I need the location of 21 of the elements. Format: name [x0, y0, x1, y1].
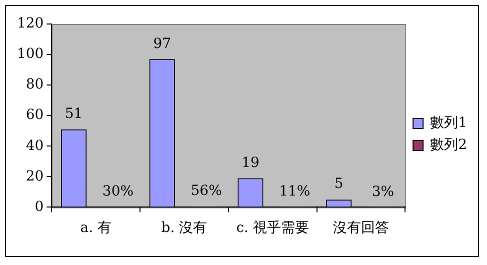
- data-label: 5: [334, 176, 344, 192]
- y-tick-label: 120: [16, 16, 44, 32]
- data-label: 11%: [279, 184, 310, 200]
- y-tick-label: 60: [26, 107, 44, 124]
- x-tick-label: 沒有回答: [332, 220, 389, 236]
- y-tick-label: 0: [34, 198, 44, 215]
- data-label: 19: [242, 154, 260, 171]
- y-tick-label: 20: [26, 168, 44, 184]
- data-label: 51: [64, 106, 83, 122]
- data-label: 3%: [372, 184, 394, 200]
- legend-label: 數列1: [430, 115, 468, 132]
- legend-label: 數列2: [430, 137, 468, 154]
- data-label: 30%: [102, 183, 134, 200]
- x-tick-label: b. 沒有: [161, 220, 208, 236]
- y-tick-label: 40: [26, 138, 44, 154]
- y-tick-label: 100: [16, 46, 44, 62]
- y-tick-label: 80: [26, 76, 44, 93]
- x-tick-label: c. 視乎需要: [236, 220, 309, 236]
- x-tick-label: a. 有: [80, 220, 112, 236]
- data-label: 56%: [190, 182, 222, 199]
- data-label: 97: [153, 36, 172, 52]
